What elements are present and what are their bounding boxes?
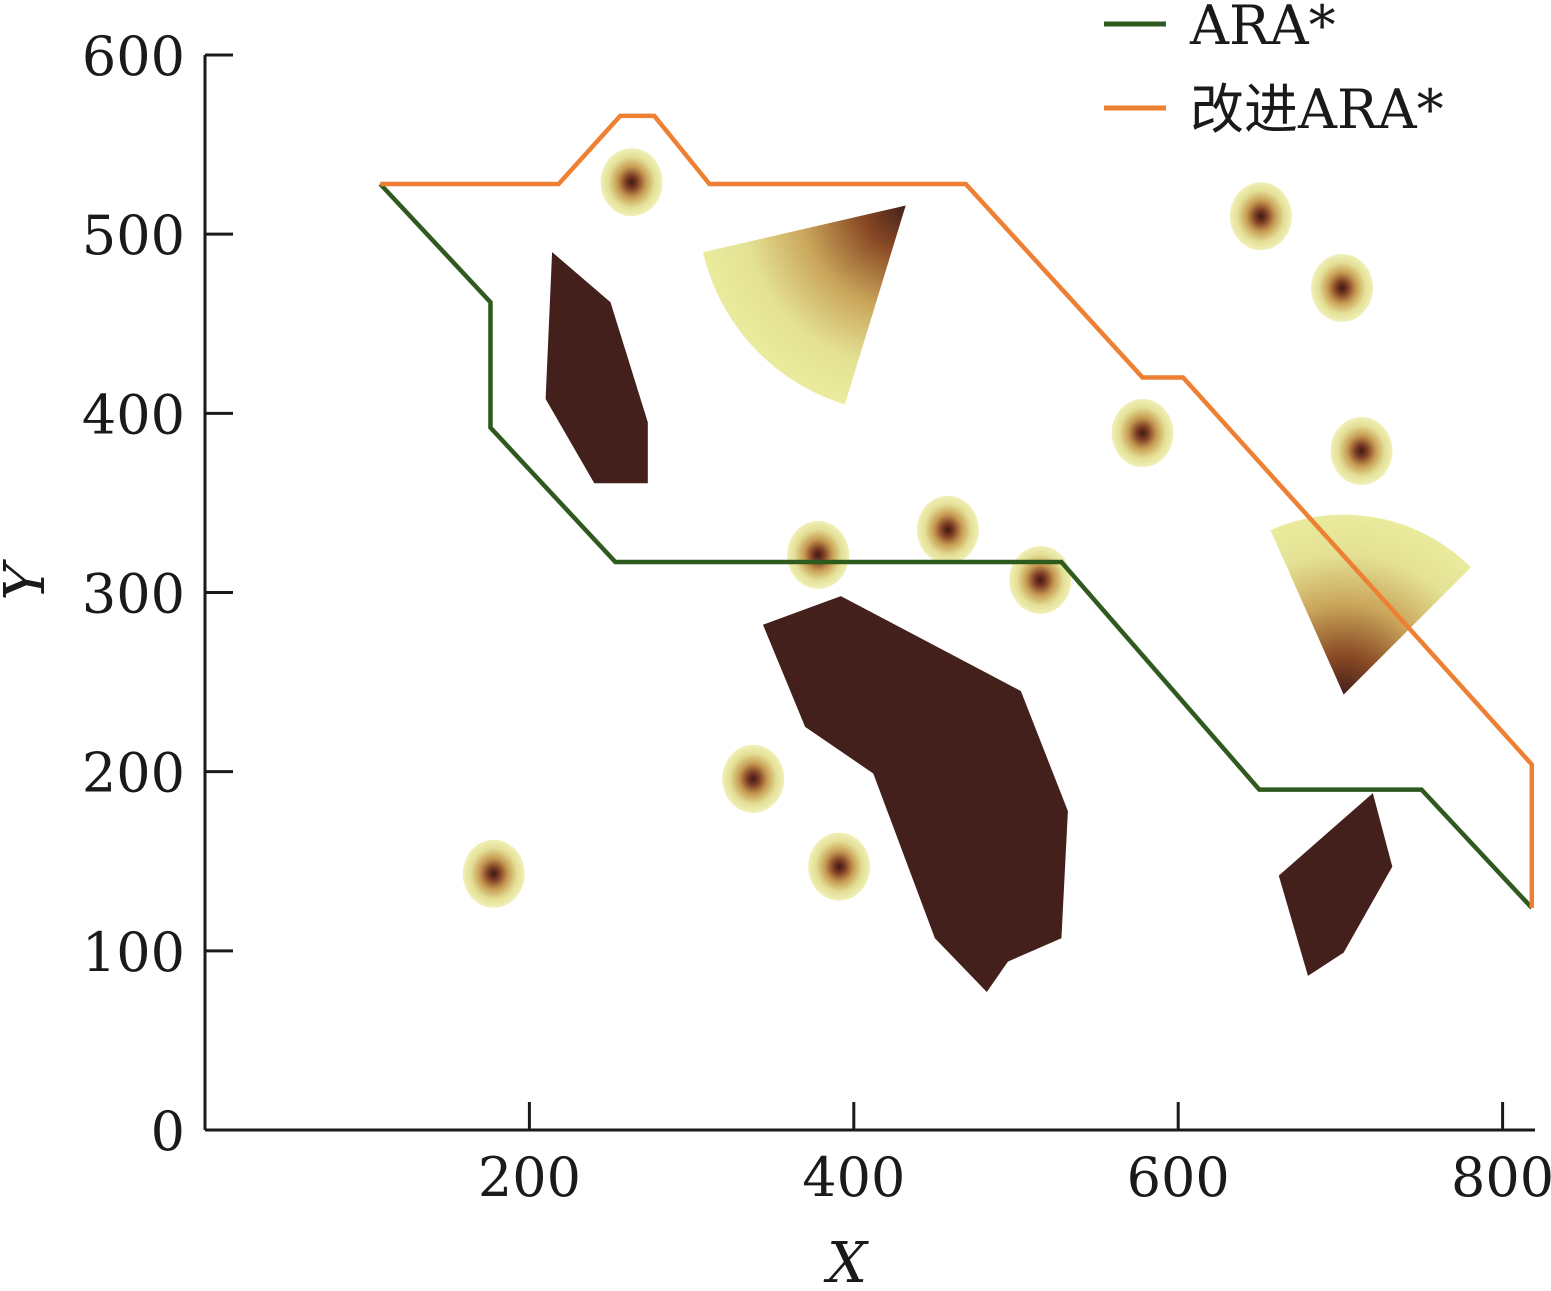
threat-point-5: [1330, 416, 1393, 485]
obstacle-layer: [545, 205, 1471, 993]
path-layer: [378, 113, 1535, 910]
threat-point-11: [808, 832, 871, 901]
x-tick-label-800: 800: [1451, 1146, 1551, 1209]
axes: 0 100 200 300 400 500 600 200 400 600 800: [82, 25, 1551, 1209]
y-tick-label-100: 100: [82, 921, 185, 984]
threat-point-4: [1111, 399, 1174, 468]
legend: ARA* 改进ARA*: [1104, 0, 1444, 141]
threat-point-2: [1229, 182, 1292, 251]
legend-label-2: 改进ARA*: [1190, 78, 1444, 141]
x-tick-label-200: 200: [478, 1146, 581, 1209]
threat-sector-1: [703, 205, 906, 405]
y-tick-label-300: 300: [82, 562, 185, 625]
series-line-improved-ara: [380, 113, 1535, 908]
threat-point-8: [1009, 545, 1072, 614]
threat-sector-2: [1270, 514, 1471, 695]
obstacle-polygon-3: [1278, 793, 1393, 976]
y-tick-label-500: 500: [82, 204, 185, 267]
series-line-ara: [378, 182, 1534, 910]
y-tick-label-200: 200: [82, 742, 185, 805]
y-tick-label-400: 400: [82, 383, 185, 446]
threat-point-7: [916, 495, 979, 564]
threat-point-6: [787, 520, 850, 589]
threat-point-3: [1311, 253, 1374, 322]
x-tick-label-600: 600: [1127, 1146, 1230, 1209]
y-axis-title: Y: [0, 558, 58, 600]
x-tick-label-400: 400: [802, 1146, 905, 1209]
threat-point-1: [600, 148, 663, 217]
threat-point-10: [462, 839, 525, 908]
obstacle-polygon-1: [545, 252, 648, 484]
y-tick-label-0: 0: [151, 1100, 185, 1163]
legend-label-1: ARA*: [1189, 0, 1336, 57]
y-tick-label-600: 600: [82, 25, 185, 88]
x-axis-title: X: [823, 1231, 869, 1286]
obstacle-polygon-2: [762, 596, 1068, 993]
threat-point-9: [722, 744, 785, 813]
